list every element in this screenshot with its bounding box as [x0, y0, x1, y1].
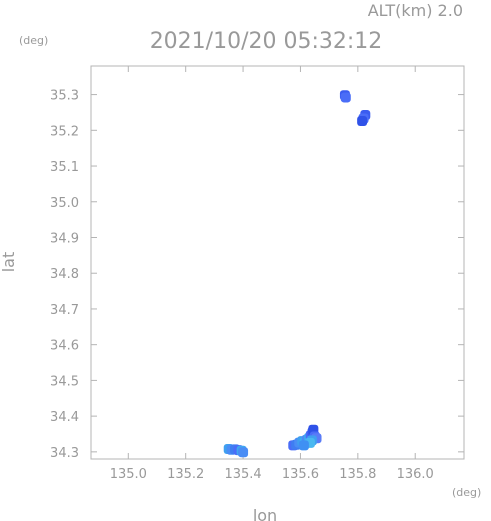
data-point: [340, 92, 351, 103]
x-axis-label: lon: [253, 506, 277, 521]
x-tick-label: 135.4: [224, 467, 261, 482]
x-tick-label: 135.6: [282, 467, 319, 482]
y-tick-label: 35.2: [50, 124, 79, 139]
data-point: [298, 440, 309, 451]
y-tick-label: 34.4: [50, 410, 79, 425]
y-axis-label: lat: [0, 252, 18, 273]
y-tick-label: 35.3: [50, 89, 79, 104]
altitude-label: ALT(km) 2.0: [368, 1, 463, 20]
y-tick-label: 34.9: [50, 231, 79, 246]
timestamp: 2021/10/20 05:32:12: [150, 29, 383, 54]
y-tick-label: 34.3: [50, 446, 79, 461]
y-tick-label: 34.6: [50, 339, 79, 354]
x-tick-label: 135.0: [110, 467, 147, 482]
plot-frame: [90, 65, 465, 460]
y-tick-label: 34.7: [50, 303, 79, 318]
data-point: [238, 447, 249, 458]
y-tick-label: 35.1: [50, 160, 79, 175]
data-point: [357, 116, 368, 127]
y-tick-label: 34.5: [50, 374, 79, 389]
y-tick-label: 34.8: [50, 267, 79, 282]
y-tick-label: 35.0: [50, 196, 79, 211]
x-tick-label: 136.0: [397, 467, 434, 482]
x-tick-label: 135.8: [339, 467, 376, 482]
x-tick-label: 135.2: [167, 467, 204, 482]
y-unit-label: (deg): [19, 34, 48, 47]
x-unit-label: (deg): [452, 486, 481, 499]
